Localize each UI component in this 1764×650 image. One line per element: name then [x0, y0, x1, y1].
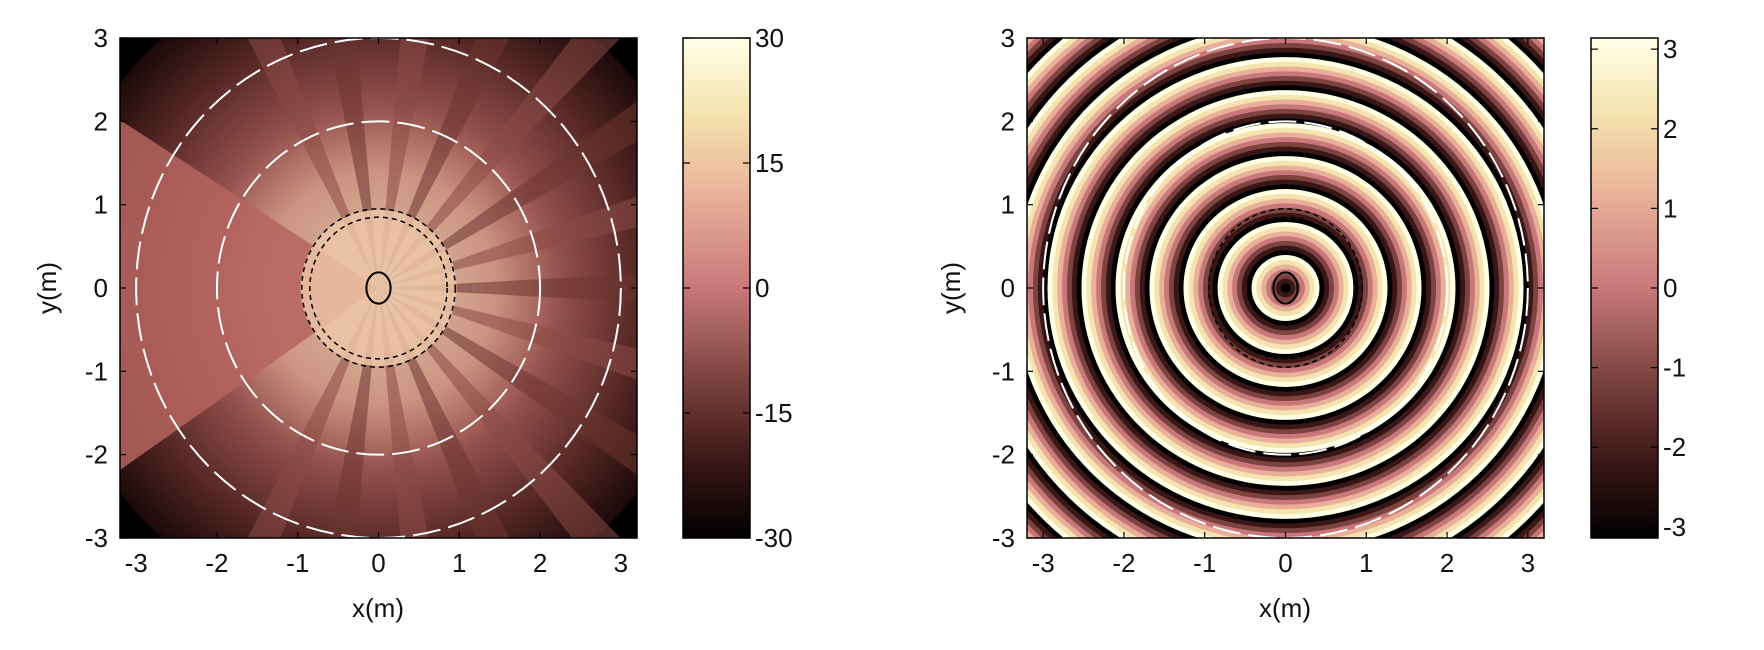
magnitude-core [300, 210, 457, 366]
y-tick-label: 3 [94, 23, 108, 53]
colorbar-tick-label: 1 [1663, 193, 1677, 223]
magnitude-ray [378, 273, 637, 303]
phase-rings [1027, 38, 1544, 538]
y-tick-label: 2 [94, 106, 108, 136]
magnitude-ray [378, 101, 637, 288]
x-tick-label: 2 [533, 548, 547, 578]
magnitude-xlabel: x(m) [352, 593, 404, 623]
magnitude-ray [328, 288, 379, 538]
y-tick-label: 1 [1001, 190, 1015, 220]
x-tick-label: -2 [205, 548, 228, 578]
magnitude-colorbar [682, 37, 751, 539]
x-tick-label: 0 [371, 548, 385, 578]
x-tick-label: 2 [1440, 548, 1454, 578]
y-tick-label: 2 [1001, 106, 1015, 136]
magnitude-ray [378, 288, 637, 475]
colorbar-tick-label: 0 [1663, 273, 1677, 303]
white-dashed-circle [1122, 120, 1449, 456]
colorbar-tick-label: 15 [755, 148, 784, 178]
y-tick-label: 1 [94, 190, 108, 220]
magnitude-ylabel: y(m) [32, 262, 62, 314]
black-dashed-circle [1208, 208, 1363, 368]
magnitude-ray [378, 288, 510, 538]
y-tick-label: -3 [85, 523, 108, 553]
magnitude-ray [378, 196, 637, 288]
x-tick-label: 1 [452, 548, 466, 578]
colorbar-tick-label: -30 [755, 523, 793, 553]
phase-xlabel: x(m) [1259, 593, 1311, 623]
colorbar-tick-label: 0 [755, 273, 769, 303]
colorbar-tick-label: 3 [1663, 34, 1677, 64]
magnitude-axis-ticks: -3 -2 -1 0 1 2 3 -3 -2 -1 0 1 2 3 [85, 23, 637, 578]
magnitude-ray [378, 288, 621, 538]
colorbar-tick-label: 30 [755, 23, 784, 53]
colorbar-tick-label: -15 [755, 398, 793, 428]
magnitude-ray [378, 38, 621, 288]
magnitude-ray [378, 288, 429, 538]
source-circle [1272, 271, 1299, 305]
colorbar-tick-label: -2 [1663, 432, 1686, 462]
black-dashed-circle [301, 208, 456, 368]
x-tick-label: 3 [1521, 548, 1535, 578]
colorbar-tick-label: 2 [1663, 114, 1677, 144]
magnitude-colorbar-ticks: 30 15 0 -15 -30 [683, 23, 793, 553]
x-tick-label: -3 [125, 548, 148, 578]
magnitude-ray [247, 288, 379, 538]
x-tick-label: -3 [1032, 548, 1055, 578]
magnitude-ray [247, 38, 379, 288]
phase-colorbar-ticks: 3 2 1 0 -1 -2 -3 [1591, 34, 1686, 542]
colorbar-tick-label: -1 [1663, 353, 1686, 383]
magnitude-rays [247, 38, 637, 538]
y-tick-label: -1 [992, 356, 1015, 386]
black-dashed-circle [1216, 216, 1355, 360]
magnitude-ray [378, 38, 429, 288]
x-tick-label: -1 [286, 548, 309, 578]
y-tick-label: 0 [94, 273, 108, 303]
phase-ylabel: y(m) [936, 262, 966, 314]
black-dashed-circle [309, 216, 448, 360]
y-tick-label: 0 [1001, 273, 1015, 303]
magnitude-chart: -3 -2 -1 0 1 2 3 -3 -2 -1 0 1 2 3 x(m) y(m) 30 15 0 -15 -… [32, 23, 793, 623]
white-dashed-circle [215, 120, 542, 456]
colorbar-tick-label: -3 [1663, 512, 1686, 542]
phase-axis-ticks: -3 -2 -1 0 1 2 3 -3 -2 -1 0 1 2 3 [992, 23, 1544, 578]
phase-band [1280, 283, 1291, 293]
y-tick-label: -2 [992, 440, 1015, 470]
y-tick-label: 3 [1001, 23, 1015, 53]
y-tick-label: -2 [85, 440, 108, 470]
x-tick-label: 1 [1359, 548, 1373, 578]
y-tick-label: -1 [85, 356, 108, 386]
x-tick-label: -1 [1193, 548, 1216, 578]
source-circle [365, 271, 392, 305]
x-tick-label: -2 [1112, 548, 1135, 578]
magnitude-left-lobe [120, 120, 378, 470]
y-tick-label: -3 [992, 523, 1015, 553]
x-tick-label: 0 [1278, 548, 1292, 578]
magnitude-ray [378, 38, 510, 288]
phase-colorbar [1590, 37, 1659, 539]
magnitude-ray [328, 38, 379, 288]
x-tick-label: 3 [614, 548, 628, 578]
